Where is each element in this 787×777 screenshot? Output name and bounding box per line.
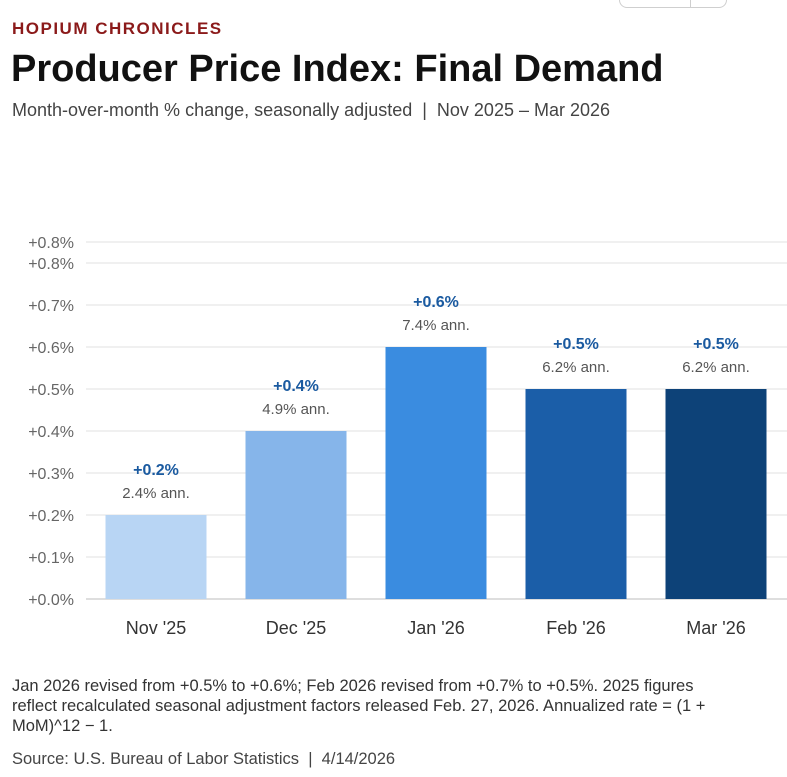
x-category-label: Dec '25 <box>266 618 326 638</box>
bar <box>245 431 347 599</box>
x-category-label: Feb '26 <box>546 618 605 638</box>
page-subtitle: Month-over-month % change, seasonally ad… <box>12 100 611 120</box>
y-tick-label: +0.8% <box>28 256 74 273</box>
page-title: Producer Price Index: Final Demand <box>11 48 664 90</box>
x-category-label: Jan '26 <box>407 618 464 638</box>
y-tick-label: +0.7% <box>28 298 74 315</box>
x-category-label: Nov '25 <box>126 618 186 638</box>
bar <box>105 515 207 599</box>
bar <box>525 389 627 599</box>
y-tick-label: +0.4% <box>28 424 74 441</box>
source-line: Source: U.S. Bureau of Labor Statistics … <box>12 750 396 768</box>
brand-name: HOPIUM CHRONICLES <box>12 19 223 38</box>
y-tick-label: +0.2% <box>28 508 74 525</box>
bar-chart: +0.0% +0.1% +0.2% +0.3% +0.4% +0.5% +0.6% +0.7%… <box>28 235 787 638</box>
bar-value-label: +0.5% <box>693 336 739 353</box>
y-tick-label: +0.5% <box>28 382 74 399</box>
bar-annualized-label: 7.4% ann. <box>402 317 470 334</box>
toolbar-divider <box>690 0 691 7</box>
top-toolbar-button[interactable] <box>619 0 727 8</box>
x-category-label: Mar '26 <box>686 618 745 638</box>
bar <box>385 347 487 599</box>
bar-annualized-label: 6.2% ann. <box>542 359 610 376</box>
bar <box>665 389 767 599</box>
bar-value-label: +0.4% <box>273 378 319 395</box>
y-tick-label: +0.8% <box>28 235 74 252</box>
y-tick-label: +0.3% <box>28 466 74 483</box>
y-tick-label: +0.1% <box>28 550 74 567</box>
bar-value-label: +0.5% <box>553 336 599 353</box>
bar-annualized-label: 4.9% ann. <box>262 401 330 418</box>
bar-value-label: +0.6% <box>413 294 459 311</box>
y-tick-label: +0.6% <box>28 340 74 357</box>
bar-value-label: +0.2% <box>133 462 179 479</box>
y-tick-label: +0.0% <box>28 592 74 609</box>
bar-annualized-label: 6.2% ann. <box>682 359 750 376</box>
revision-note: Jan 2026 revised from +0.5% to +0.6%; Fe… <box>12 677 706 735</box>
bar-annualized-label: 2.4% ann. <box>122 485 190 502</box>
